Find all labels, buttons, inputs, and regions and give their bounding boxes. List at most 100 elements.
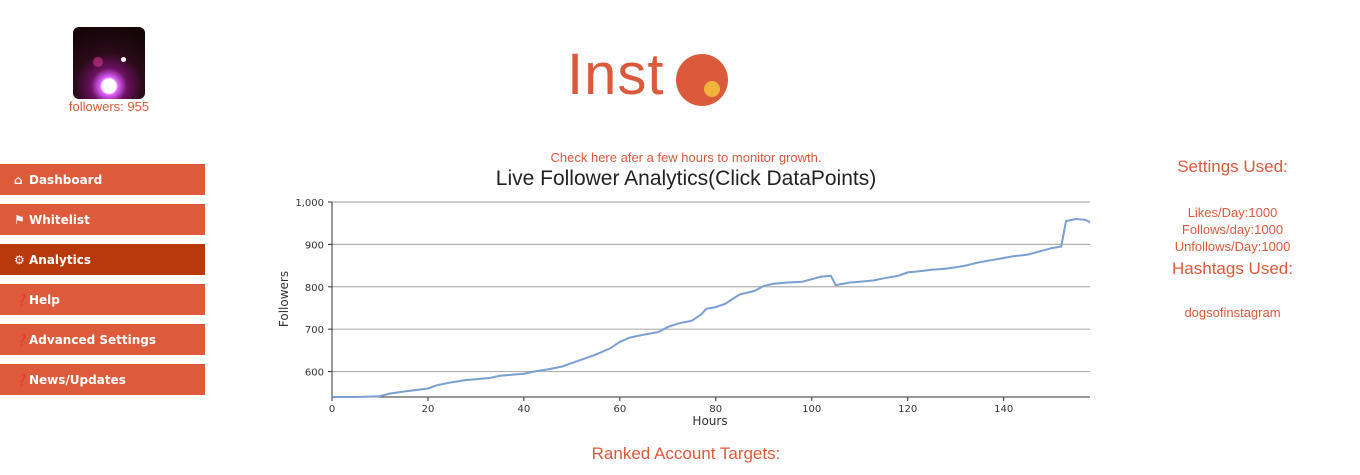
data-point[interactable] [593, 352, 599, 358]
sidebar-item-label: Help [29, 292, 60, 307]
sidebar-item-dashboard[interactable]: ⌂ Dashboard [0, 164, 205, 195]
data-point[interactable] [521, 371, 527, 377]
data-point[interactable] [895, 273, 901, 279]
avatar-highlight [121, 57, 126, 62]
followers-line-chart[interactable]: 600 700 800 900 1,000 0 20 40 60 80 100 120 140 Hour… [270, 190, 1100, 435]
avatar-glow [93, 57, 103, 67]
data-point[interactable] [770, 281, 776, 287]
data-point[interactable] [857, 279, 863, 285]
x-tick-label: 20 [422, 404, 435, 415]
data-point[interactable] [943, 266, 949, 272]
data-point[interactable] [1087, 219, 1093, 225]
data-point[interactable] [785, 280, 791, 286]
x-tick-label: 60 [613, 404, 626, 415]
data-point[interactable] [871, 277, 877, 283]
sidebar-item-analytics[interactable]: ⚙ Analytics [0, 244, 205, 275]
data-point[interactable] [626, 335, 632, 341]
y-tick-label: 700 [305, 325, 324, 336]
sidebar-item-label: Advanced Settings [29, 332, 157, 347]
y-tick-label: 900 [305, 240, 324, 251]
data-point[interactable] [1063, 218, 1069, 224]
data-point[interactable] [737, 291, 743, 297]
data-point[interactable] [559, 363, 565, 369]
data-point[interactable] [977, 259, 983, 265]
data-point[interactable] [435, 382, 441, 388]
app-logo: Inst [567, 40, 728, 110]
sidebar-item-help[interactable]: ❓ Help [0, 284, 205, 315]
data-point[interactable] [425, 386, 431, 392]
ranked-targets-title: Ranked Account Targets: [591, 444, 781, 463]
data-point[interactable] [809, 276, 815, 282]
home-icon: ⌂ [14, 172, 23, 187]
data-point[interactable] [1073, 216, 1079, 222]
data-point[interactable] [881, 275, 887, 281]
data-point[interactable] [1025, 252, 1031, 258]
data-point[interactable] [689, 318, 695, 324]
data-point[interactable] [833, 282, 839, 288]
data-point[interactable] [828, 273, 834, 279]
data-point[interactable] [463, 377, 469, 383]
data-point[interactable] [1001, 255, 1007, 261]
data-point[interactable] [665, 324, 671, 330]
data-point[interactable] [914, 269, 920, 275]
hashtag-item: dogsofinstagram [1184, 305, 1281, 320]
data-point[interactable] [929, 267, 935, 273]
data-point[interactable] [953, 264, 959, 270]
data-point[interactable] [607, 345, 613, 351]
data-point[interactable] [387, 391, 393, 397]
sidebar-item-label: News/Updates [29, 372, 126, 387]
data-point[interactable] [962, 263, 968, 269]
data-point[interactable] [641, 332, 647, 338]
data-point[interactable] [713, 304, 719, 310]
data-point[interactable] [511, 372, 517, 378]
data-point[interactable] [578, 357, 584, 363]
data-point[interactable] [1058, 244, 1064, 250]
sidebar-item-label: Dashboard [29, 172, 103, 187]
data-point[interactable] [497, 373, 503, 379]
data-point[interactable] [761, 283, 767, 289]
x-axis-label: Hours [692, 414, 727, 428]
data-point[interactable] [818, 274, 824, 280]
data-point[interactable] [751, 288, 757, 294]
data-point[interactable] [674, 321, 680, 327]
profile-avatar [73, 27, 145, 99]
data-point[interactable] [1049, 245, 1055, 251]
y-tick-label: 600 [305, 368, 324, 379]
data-point[interactable] [487, 375, 493, 381]
data-point[interactable] [473, 376, 479, 382]
data-point[interactable] [799, 279, 805, 285]
followers-count: followers: 955 [68, 99, 150, 114]
flag-icon: ⚑ [14, 212, 25, 227]
followers-series-line[interactable] [332, 217, 1091, 398]
sidebar-item-whitelist[interactable]: ⚑ Whitelist [0, 204, 205, 235]
data-point[interactable] [353, 394, 359, 400]
data-point[interactable] [545, 366, 551, 372]
data-point[interactable] [655, 329, 661, 335]
data-point[interactable] [530, 369, 536, 375]
data-point[interactable] [703, 306, 709, 312]
x-tick-label: 0 [329, 404, 335, 415]
data-point[interactable] [377, 393, 383, 399]
sidebar-item-advanced-settings[interactable]: ❓ Advanced Settings [0, 324, 205, 355]
data-point[interactable] [401, 388, 407, 394]
x-tick-label: 40 [518, 404, 531, 415]
data-point[interactable] [905, 269, 911, 275]
data-point[interactable] [1039, 248, 1045, 254]
logo-dot-icon [675, 54, 728, 106]
y-tick-label: 800 [305, 283, 324, 294]
data-point[interactable] [617, 339, 623, 345]
data-point[interactable] [569, 360, 575, 366]
x-tick-label: 140 [994, 404, 1013, 415]
data-point[interactable] [449, 379, 455, 385]
settings-panel: Settings Used: Likes/Day:1000 Follows/da… [1150, 157, 1315, 321]
sidebar-item-news-updates[interactable]: ❓ News/Updates [0, 364, 205, 395]
x-tick-label: 120 [898, 404, 917, 415]
hashtags-title: Hashtags Used: [1172, 259, 1293, 278]
data-point[interactable] [991, 257, 997, 263]
sidebar-item-label: Whitelist [29, 212, 90, 227]
data-point[interactable] [722, 301, 728, 307]
data-point[interactable] [1010, 253, 1016, 259]
data-point[interactable] [698, 311, 704, 317]
data-point[interactable] [847, 280, 853, 286]
data-point[interactable] [415, 387, 421, 393]
